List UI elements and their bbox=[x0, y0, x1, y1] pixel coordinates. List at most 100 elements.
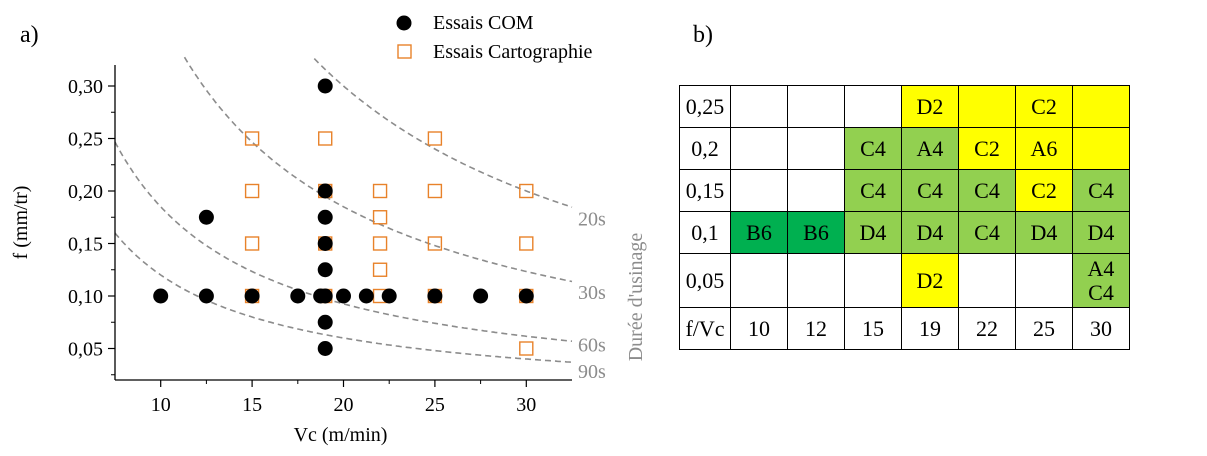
table-row: 0,2 C4 A4 C2 A6 bbox=[679, 127, 1130, 170]
condition-cell: C2 bbox=[1015, 85, 1073, 128]
condition-cell: C2 bbox=[1015, 169, 1073, 212]
condition-cell: C4 bbox=[844, 169, 902, 212]
legend-com-label: Essais COM bbox=[433, 12, 534, 34]
condition-cell: D4 bbox=[1015, 211, 1073, 254]
condition-cell: D2 bbox=[901, 253, 959, 308]
feed-value-cell: 0,2 bbox=[679, 127, 731, 170]
com-point bbox=[317, 183, 333, 199]
table-row: 0,05 D2 A4 C4 bbox=[679, 253, 1130, 308]
condition-cell bbox=[787, 253, 845, 308]
condition-cell: D4 bbox=[844, 211, 902, 254]
com-point bbox=[153, 288, 169, 304]
cartography-point bbox=[427, 131, 443, 146]
scatter-chart: 10 15 20 25 30 0,05 0,10 0,15 0,20 0,25 0,30 Vc (m/… bbox=[10, 12, 647, 446]
y-tick-label: 0,10 bbox=[68, 286, 103, 308]
curves-title: Durée d'usinage bbox=[625, 233, 647, 362]
y-tick-label: 0,20 bbox=[68, 181, 103, 203]
condition-cell bbox=[1072, 127, 1130, 170]
condition-cell bbox=[958, 253, 1016, 308]
vc-value-cell: 19 bbox=[901, 307, 959, 350]
com-point bbox=[290, 288, 306, 304]
com-point bbox=[473, 288, 489, 304]
cartography-point bbox=[427, 183, 443, 199]
condition-cell bbox=[730, 169, 788, 212]
cartography-point bbox=[427, 236, 443, 251]
x-tick-label: 30 bbox=[516, 394, 536, 416]
com-point bbox=[198, 288, 214, 304]
com-point bbox=[358, 288, 374, 304]
x-axis-title: Vc (m/min) bbox=[294, 424, 388, 446]
cartography-point bbox=[244, 183, 260, 199]
com-point bbox=[244, 288, 260, 304]
com-point bbox=[317, 236, 333, 251]
condition-cell: D2 bbox=[901, 85, 959, 128]
iso-time-curve-0 bbox=[313, 58, 573, 208]
iso-time-curve-1 bbox=[183, 56, 573, 283]
condition-cell bbox=[787, 127, 845, 170]
y-tick-label: 0,15 bbox=[68, 234, 103, 256]
com-point bbox=[317, 341, 333, 356]
cartography-point bbox=[372, 210, 388, 225]
vc-value-cell: 25 bbox=[1015, 307, 1073, 350]
y-tick-label: 0,30 bbox=[68, 76, 103, 98]
iso-time-curve-2 bbox=[114, 141, 573, 342]
com-point bbox=[427, 288, 443, 304]
condition-cell bbox=[730, 127, 788, 170]
footer-head-cell: f/Vc bbox=[679, 307, 731, 350]
vc-value-cell: 22 bbox=[958, 307, 1016, 350]
cartography-point bbox=[519, 341, 534, 356]
table-footer-row: f/Vc 10 12 15 19 22 25 30 bbox=[679, 307, 1130, 350]
cartography-point bbox=[244, 236, 260, 251]
panel-b-label: b) bbox=[693, 22, 713, 48]
table-row: 0,1 B6 B6 D4 D4 C4 D4 D4 bbox=[679, 211, 1130, 254]
condition-cell: C4 bbox=[844, 127, 902, 170]
cartography-point bbox=[519, 236, 534, 251]
condition-cell-line: A4 bbox=[1087, 255, 1115, 281]
curve-label-30s: 30s bbox=[578, 282, 606, 304]
cartography-point bbox=[519, 183, 534, 199]
table-row: 0,15 C4 C4 C4 C2 C4 bbox=[679, 169, 1130, 212]
vc-value-cell: 30 bbox=[1072, 307, 1130, 350]
curve-label-60s: 60s bbox=[578, 335, 606, 357]
condition-cell: A4 C4 bbox=[1072, 253, 1130, 308]
cartography-point bbox=[244, 131, 260, 146]
feed-value-cell: 0,05 bbox=[679, 253, 731, 308]
x-tick-label: 25 bbox=[425, 394, 445, 416]
com-point bbox=[317, 288, 333, 304]
condition-cell: A4 bbox=[901, 127, 959, 170]
com-point bbox=[317, 262, 333, 278]
condition-cell bbox=[787, 85, 845, 128]
condition-cell bbox=[1072, 85, 1130, 128]
legend-cartography-marker bbox=[397, 44, 412, 59]
table-row: 0,25 D2 C2 bbox=[679, 85, 1130, 128]
condition-cell: B6 bbox=[730, 211, 788, 254]
com-point bbox=[381, 288, 397, 304]
condition-cell bbox=[730, 253, 788, 308]
condition-cell bbox=[1015, 253, 1073, 308]
com-point bbox=[317, 209, 333, 225]
y-tick-label: 0,25 bbox=[68, 129, 103, 151]
y-tick-label: 0,05 bbox=[68, 339, 103, 361]
curve-label-90s: 90s bbox=[578, 361, 606, 383]
vc-value-cell: 15 bbox=[844, 307, 902, 350]
cartography-point bbox=[372, 236, 388, 251]
condition-cell: C4 bbox=[1072, 169, 1130, 212]
condition-cell: D4 bbox=[901, 211, 959, 254]
cartography-point bbox=[372, 262, 388, 277]
condition-cell: A6 bbox=[1015, 127, 1073, 170]
condition-cell bbox=[844, 85, 902, 128]
cartography-point bbox=[372, 183, 388, 199]
com-point bbox=[518, 288, 534, 304]
x-tick-label: 20 bbox=[334, 394, 354, 416]
cutting-condition-table: 0,25 D2 C2 0,2 C4 A4 C2 A6 0,15 C4 C4 C4 C2 C4 0,1 B6 B6… bbox=[679, 85, 1130, 350]
feed-value-cell: 0,25 bbox=[679, 85, 731, 128]
curve-label-20s: 20s bbox=[578, 209, 606, 231]
condition-cell bbox=[958, 85, 1016, 128]
condition-cell-line: C4 bbox=[1088, 279, 1114, 305]
y-axis-title: f (mm/tr) bbox=[10, 186, 32, 260]
condition-cell: C2 bbox=[958, 127, 1016, 170]
condition-cell bbox=[787, 169, 845, 212]
vc-value-cell: 10 bbox=[730, 307, 788, 350]
condition-cell: B6 bbox=[787, 211, 845, 254]
condition-cell: C4 bbox=[901, 169, 959, 212]
